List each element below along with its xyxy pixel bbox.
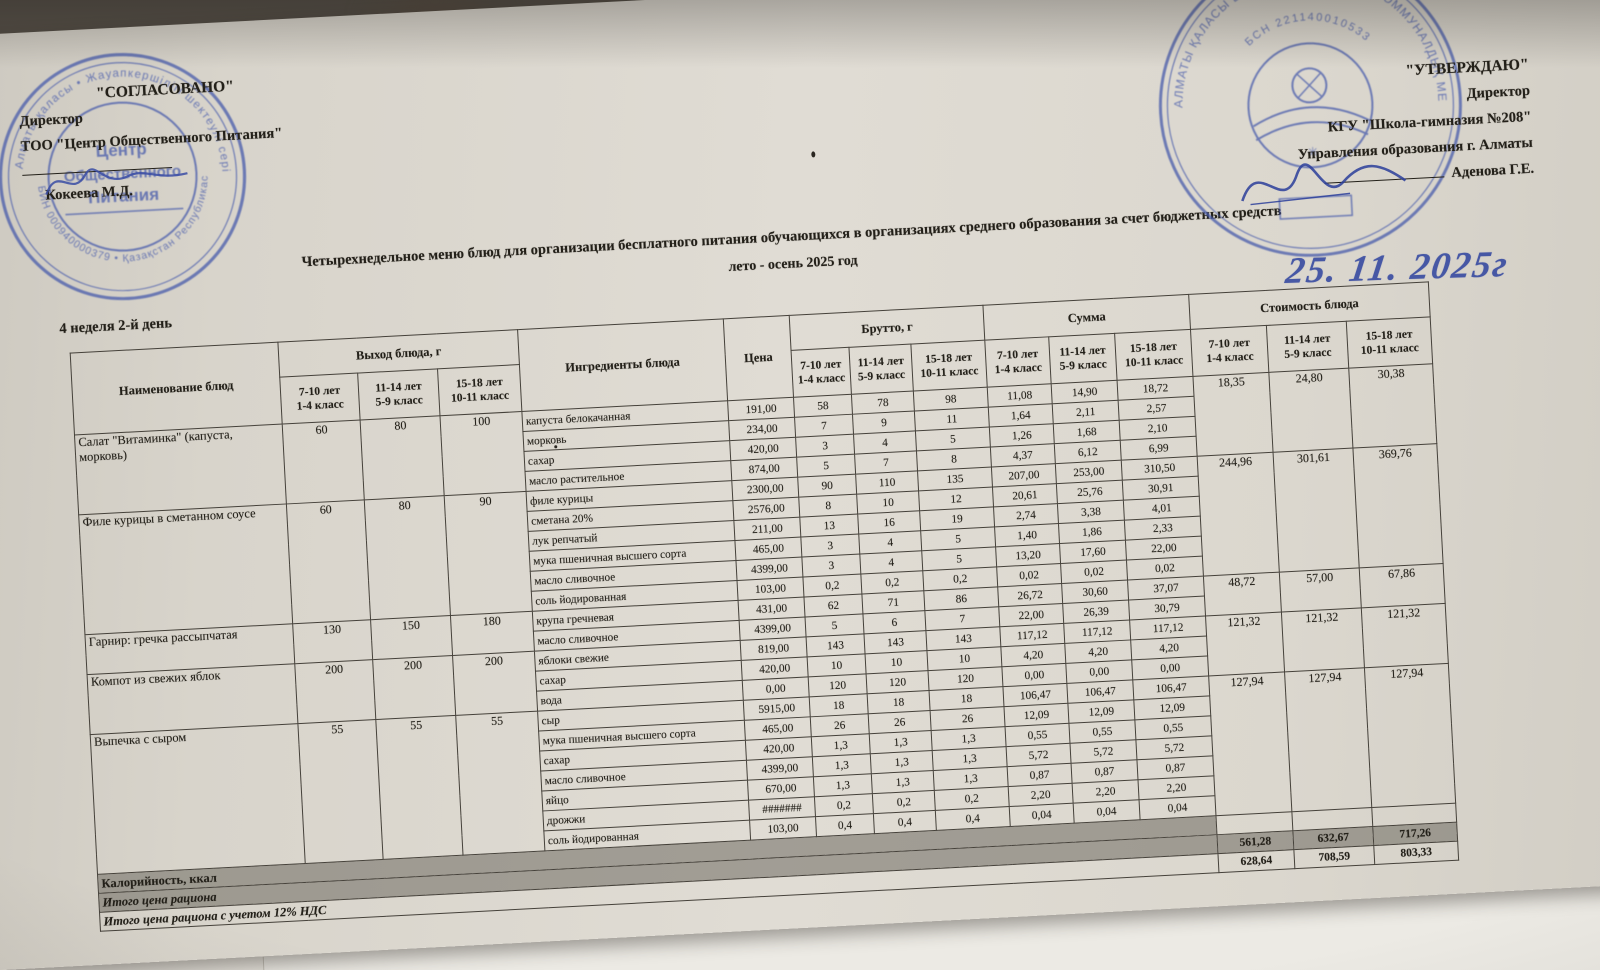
- col-header-dish: Наименование блюд: [70, 342, 283, 435]
- right-round-stamp: ✳ АЛМАТЫ ҚАЛАСЫ БІЛІМ БАСҚАРМАСЫ • КОММУ…: [1129, 0, 1462, 257]
- stamp-center-line1: Центр: [95, 139, 147, 161]
- dish-cost: 18,35: [1192, 372, 1274, 457]
- yield-value: 80: [364, 495, 451, 620]
- ink-speck: [554, 445, 558, 449]
- dish-cost: 121,32: [1361, 603, 1449, 668]
- footer-total: 803,33: [1373, 841, 1459, 865]
- yield-value: 55: [297, 719, 384, 864]
- age-col-summa-2: 11-14 лет 5-9 класс: [1048, 333, 1118, 384]
- dish-cost: 301,61: [1273, 448, 1360, 573]
- dish-cost: 67,86: [1359, 563, 1446, 608]
- age-col-brutto-2: 11-14 лет 5-9 класс: [848, 344, 914, 395]
- age-col-cost-1: 7-10 лет 1-4 класс: [1190, 325, 1269, 377]
- age-col-brutto-3: 15-18 лет 10-11 класс: [910, 340, 988, 391]
- dish-cost: 57,00: [1279, 567, 1362, 613]
- dish-cost: 121,32: [1205, 612, 1285, 676]
- dish-cost: 121,32: [1281, 607, 1365, 672]
- footer-total: 708,59: [1293, 845, 1375, 869]
- week-day-label: 4 неделя 2-й день: [59, 315, 173, 338]
- col-header-price: Цена: [723, 315, 794, 401]
- dish-cost: 127,94: [1364, 663, 1456, 808]
- menu-table: Наименование блюд Выход блюда, г Ингреди…: [70, 281, 1460, 932]
- dish-cost: 127,94: [1284, 667, 1372, 812]
- age-col-yield-2: 11-14 лет 5-9 класс: [357, 368, 440, 420]
- age-col-brutto-1: 7-10 лет 1-4 класс: [791, 347, 852, 398]
- dish-cost: 369,76: [1352, 443, 1444, 568]
- left-signature: [45, 168, 188, 195]
- dish-cost: 48,72: [1203, 572, 1282, 617]
- left-round-stamp: Алматы қаласы • Жауапкершілігі шектеулі …: [0, 39, 247, 301]
- yield-value: 60: [286, 499, 371, 624]
- col-header-ingredients: Ингредиенты блюда: [517, 318, 728, 412]
- stamp-center-line3: Питания: [88, 185, 160, 208]
- yield-value: 55: [375, 715, 464, 860]
- yield-value: 80: [360, 415, 445, 500]
- ink-speck: [811, 151, 816, 158]
- dish-cost: 127,94: [1208, 671, 1292, 816]
- stamp-center-line2: Общественного: [63, 163, 181, 186]
- footer-total: 628,64: [1217, 849, 1295, 873]
- age-col-summa-3: 15-18 лет 10-11 класс: [1114, 329, 1193, 381]
- dish-name: Компот из свежих яблок: [87, 663, 298, 735]
- dish-cost: 24,80: [1268, 368, 1353, 453]
- age-col-cost-3: 15-18 лет 10-11 класс: [1346, 316, 1433, 369]
- approval-right-signer: Аденова Г.Е.: [1451, 160, 1535, 182]
- yield-value: 130: [292, 619, 373, 664]
- yield-value: 60: [282, 419, 365, 504]
- dish-name: Филе курицы в сметанном соусе: [78, 503, 293, 635]
- age-col-yield-3: 15-18 лет 10-11 класс: [437, 364, 522, 416]
- yield-value: 200: [372, 655, 456, 720]
- dish-cost: 30,38: [1348, 363, 1437, 449]
- yield-value: 150: [370, 615, 453, 660]
- dish-name: Выпечка с сыром: [90, 723, 306, 875]
- dish-cost: 244,96: [1197, 452, 1280, 577]
- right-signature: [1241, 163, 1407, 206]
- age-col-cost-2: 11-14 лет 5-9 класс: [1266, 321, 1349, 373]
- age-col-yield-1: 7-10 лет 1-4 класс: [279, 373, 361, 425]
- menu-table-body: Салат "Витаминка" (капуста, морковь) 60 80…: [74, 363, 1459, 932]
- yield-value: 90: [444, 491, 533, 616]
- svg-text:БСН 221140010533: БСН 221140010533: [1242, 8, 1374, 51]
- yield-value: 55: [455, 711, 545, 856]
- yield-value: 100: [439, 411, 527, 496]
- svg-text:✳: ✳: [1307, 144, 1320, 161]
- yield-value: 200: [294, 659, 376, 724]
- yield-value: 180: [450, 611, 535, 656]
- dish-name: Салат "Витаминка" (капуста, морковь): [74, 424, 287, 515]
- handwritten-date: 25. 11. 2025г: [1283, 243, 1512, 292]
- yield-value: 200: [452, 651, 538, 716]
- age-col-summa-1: 7-10 лет 1-4 класс: [984, 336, 1052, 388]
- stamp-right-bsn: БСН 221140010533: [1242, 8, 1374, 51]
